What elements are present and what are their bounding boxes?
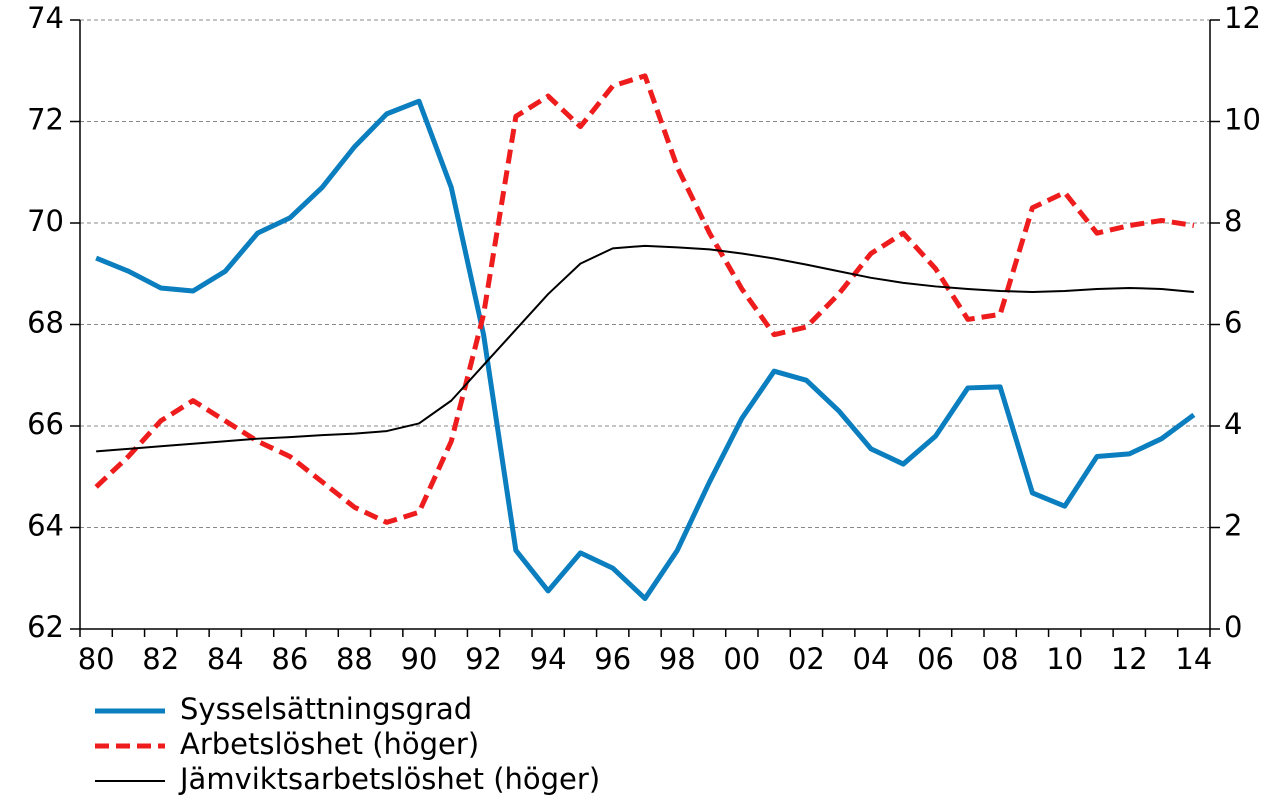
series-line: [95, 98, 1196, 602]
y-tick-label: 68: [27, 306, 64, 340]
legend-label: Arbetslöshet (höger): [180, 727, 479, 761]
x-tick-label: 88: [336, 642, 373, 676]
y-tick-label: 66: [27, 407, 64, 441]
x-tick-label: 00: [723, 642, 760, 676]
y2-tick-label: 10: [1224, 103, 1261, 137]
series-line: [96, 244, 1194, 453]
y-tick-label: 74: [27, 1, 64, 35]
x-tick-label: 14: [1175, 642, 1212, 676]
y-tick-label: 72: [27, 103, 64, 137]
y2-tick-label: 2: [1224, 509, 1242, 543]
y-tick-label: 64: [27, 509, 64, 543]
y2-tick-label: 12: [1224, 1, 1261, 35]
x-tick-label: 94: [530, 642, 567, 676]
y2-tick-label: 6: [1224, 306, 1242, 340]
y2-tick-label: 4: [1224, 407, 1242, 441]
x-tick-label: 84: [207, 642, 244, 676]
x-tick-label: 98: [659, 642, 696, 676]
y-tick-label: 70: [27, 204, 64, 238]
x-tick-label: 04: [853, 642, 890, 676]
series-line: [94, 73, 1195, 525]
x-tick-label: 80: [78, 642, 115, 676]
y-tick-label: 62: [27, 610, 64, 644]
x-tick-label: 08: [982, 642, 1019, 676]
legend-label: Jämviktsarbetslöshet (höger): [178, 762, 600, 796]
x-tick-label: 10: [1046, 642, 1083, 676]
x-tick-label: 86: [271, 642, 308, 676]
x-tick-label: 02: [788, 642, 825, 676]
x-tick-label: 96: [594, 642, 631, 676]
x-tick-label: 06: [917, 642, 954, 676]
x-tick-label: 90: [401, 642, 438, 676]
legend-label: Sysselsättningsgrad: [180, 692, 472, 726]
x-tick-label: 12: [1111, 642, 1148, 676]
x-tick-label: 82: [142, 642, 179, 676]
x-tick-label: 92: [465, 642, 502, 676]
y2-tick-label: 8: [1224, 204, 1242, 238]
y2-tick-label: 0: [1224, 610, 1242, 644]
